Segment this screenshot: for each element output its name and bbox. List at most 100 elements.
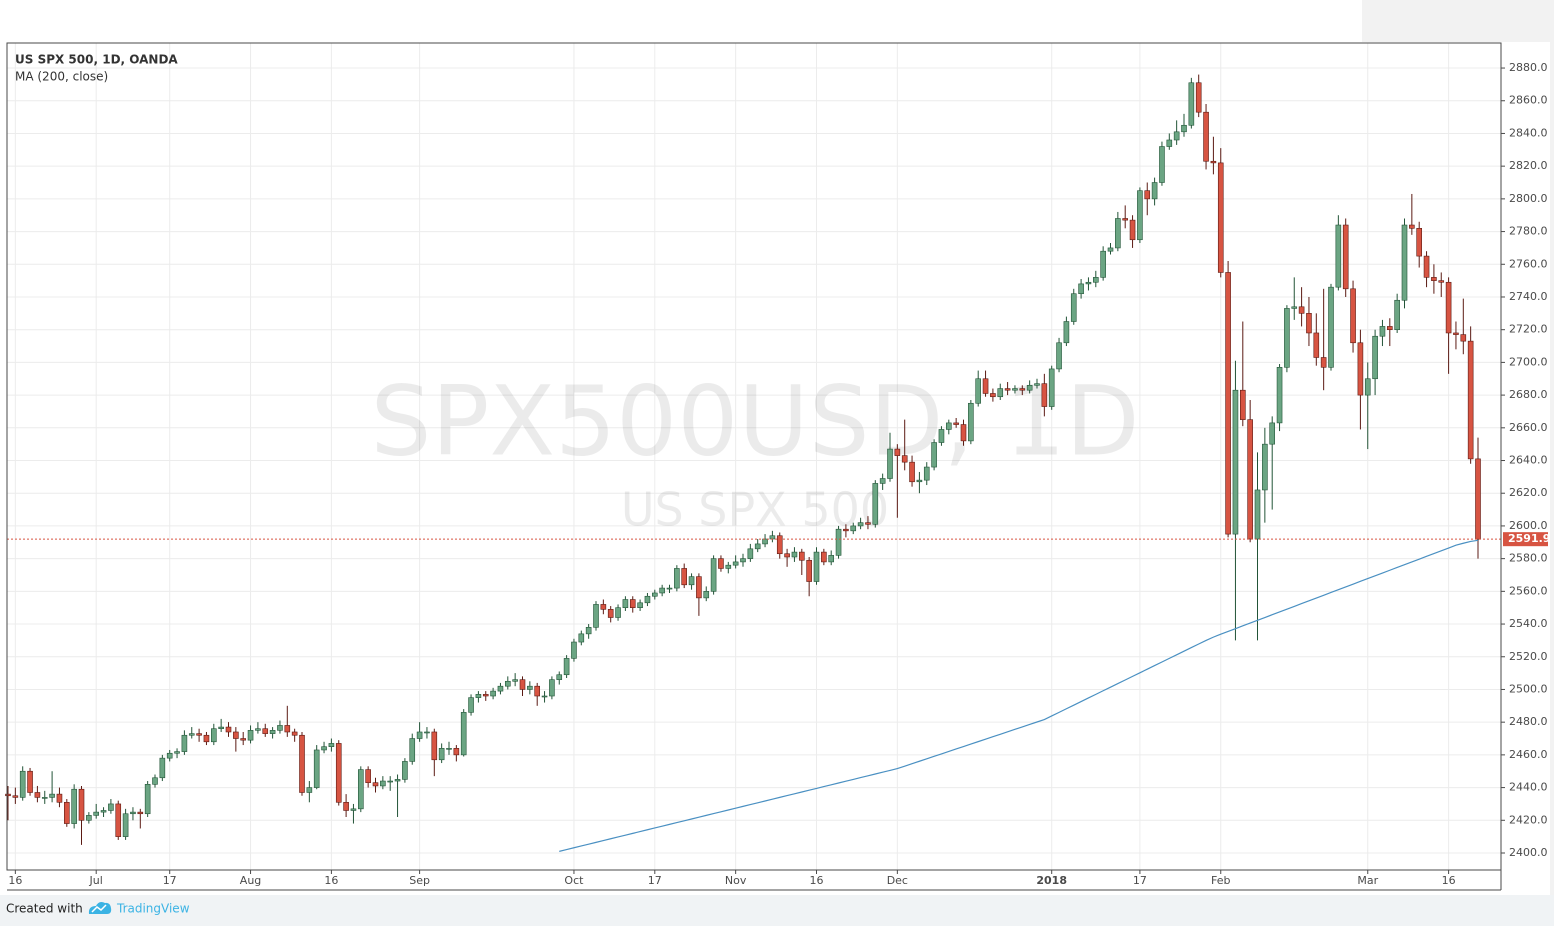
candle-body — [460, 712, 467, 756]
candle-body — [1269, 422, 1275, 445]
candle-body — [1012, 388, 1018, 391]
candle-body — [990, 393, 996, 398]
candle-body — [1284, 308, 1290, 368]
candle-body — [931, 442, 937, 468]
candle-body — [181, 734, 188, 752]
candle-body — [563, 658, 570, 676]
x-tick-label: Feb — [1211, 874, 1230, 887]
candle-body — [945, 422, 952, 430]
candle-body — [482, 694, 489, 697]
candle-body — [5, 793, 11, 797]
y-tick-label: 2840.0 — [1509, 126, 1548, 139]
candle-body — [585, 627, 592, 635]
candle-body — [71, 788, 77, 824]
candle-body — [762, 538, 768, 545]
candle-body — [1034, 383, 1040, 386]
candle-body — [424, 731, 430, 734]
candle-body — [887, 448, 893, 479]
candle-body — [188, 733, 195, 736]
candle-body — [798, 551, 805, 561]
candle-body — [828, 555, 835, 563]
x-tick-label: Nov — [725, 874, 747, 887]
x-tick-label: 17 — [648, 874, 662, 887]
candle-body — [152, 777, 158, 785]
candle-body — [277, 725, 283, 731]
candle-body — [19, 770, 26, 798]
x-tick-label: 16 — [324, 874, 338, 887]
x-tick-label: Mar — [1357, 874, 1378, 887]
candle-body — [1453, 332, 1459, 335]
y-tick-label: 2880.0 — [1509, 61, 1548, 74]
candle-body — [821, 551, 827, 563]
candle-body — [468, 697, 474, 713]
candle-body — [93, 811, 99, 816]
y-tick-label: 2740.0 — [1509, 290, 1548, 303]
candle-body — [916, 479, 923, 483]
candle-body — [504, 680, 511, 687]
candle-body — [732, 561, 739, 566]
toolbar-gap — [1362, 0, 1554, 42]
candle-body — [674, 568, 680, 589]
candle-body — [453, 748, 460, 756]
x-tick-label: 16 — [810, 874, 824, 887]
y-tick-label: 2420.0 — [1509, 813, 1548, 826]
candle-body — [1144, 190, 1151, 200]
candle-body — [703, 591, 710, 599]
candle-body — [968, 402, 974, 442]
candle-body — [784, 553, 790, 558]
y-tick-label: 2520.0 — [1509, 650, 1548, 663]
candle-body — [1254, 489, 1261, 540]
plot — [5, 74, 1501, 852]
candle-body — [1100, 250, 1106, 278]
candle-body — [718, 558, 724, 569]
y-tick-label: 2480.0 — [1509, 715, 1548, 728]
x-tick-label: Jul — [89, 874, 103, 887]
candle-body — [490, 690, 496, 697]
last-price-label: 2591.9 — [1508, 532, 1550, 545]
y-tick-label: 2820.0 — [1509, 159, 1548, 172]
candle-body — [262, 728, 269, 734]
candle-body — [225, 726, 232, 733]
candle-body — [1438, 280, 1445, 283]
candle-body — [284, 725, 291, 733]
candle-body — [747, 548, 754, 559]
footer-brand[interactable]: TradingView — [116, 902, 190, 916]
candle-body — [578, 633, 585, 643]
candle-body — [218, 726, 224, 730]
candle-body — [1387, 326, 1393, 330]
candle-body — [982, 378, 989, 394]
candle-body — [321, 746, 327, 751]
candle-body — [850, 525, 857, 532]
candle-body — [644, 595, 651, 604]
candle-body — [335, 743, 342, 803]
candle-body — [1379, 326, 1386, 337]
candle-body — [438, 748, 445, 761]
candle-body — [372, 782, 379, 787]
candle-body — [1056, 342, 1062, 370]
candle-body — [174, 751, 180, 754]
candle-body — [1357, 342, 1364, 396]
candle-body — [879, 478, 886, 484]
candle-body — [637, 602, 643, 608]
candle-body — [291, 731, 298, 736]
y-tick-label: 2700.0 — [1509, 355, 1548, 368]
candle-body — [306, 787, 313, 793]
candle-body — [1195, 82, 1202, 113]
candle-body — [1328, 286, 1334, 368]
candle-body — [41, 797, 48, 799]
candle-body — [872, 483, 879, 525]
candle-body — [1063, 321, 1070, 344]
candle-body — [64, 801, 70, 824]
candle-body — [115, 803, 122, 837]
y-tick-label: 2580.0 — [1509, 552, 1548, 565]
candle-body — [247, 730, 254, 741]
candle-body — [1262, 443, 1268, 491]
candle-body — [1122, 218, 1128, 221]
candle-body — [402, 761, 408, 780]
y-tick-label: 2440.0 — [1509, 781, 1548, 794]
candle-body — [769, 535, 776, 540]
x-tick-label: 16 — [8, 874, 22, 887]
